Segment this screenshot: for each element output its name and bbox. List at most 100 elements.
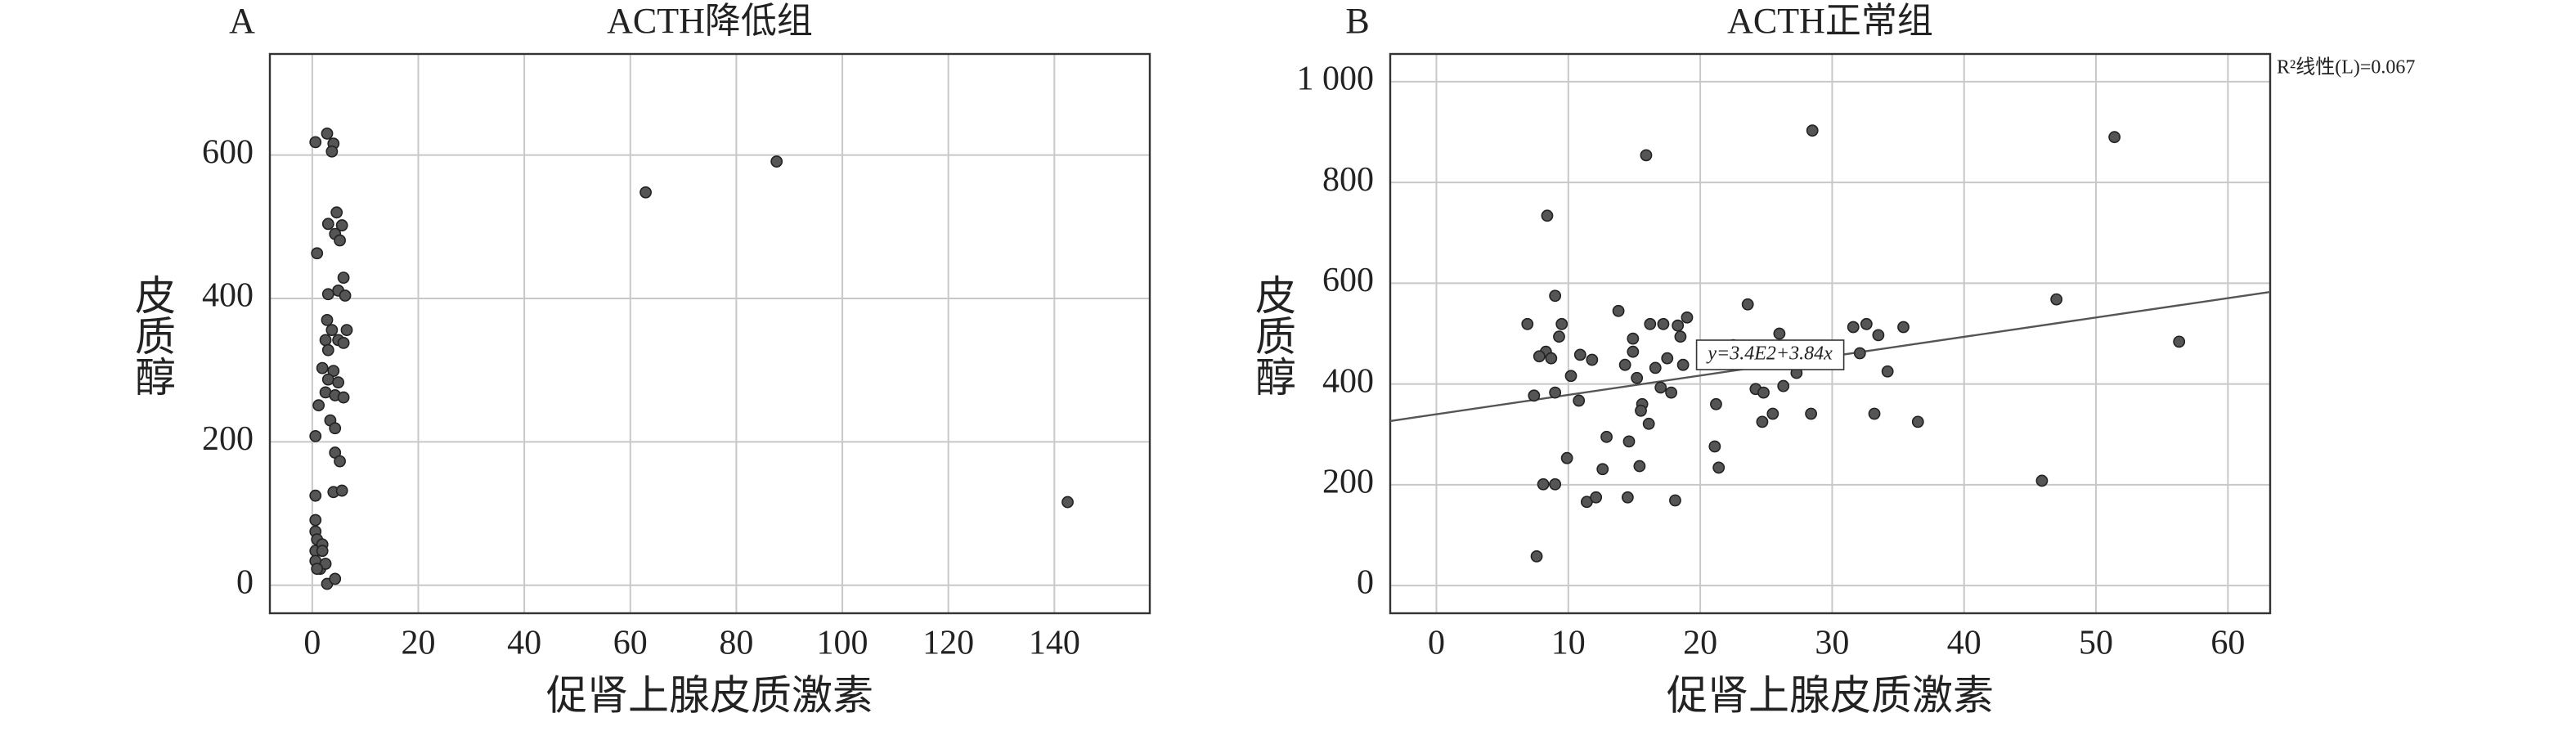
y-tick-label: 1 000 — [1297, 61, 1375, 98]
point — [1627, 345, 1640, 358]
y-axis-label: 皮质醇 — [1250, 274, 1295, 397]
point — [1741, 298, 1754, 311]
point — [1061, 496, 1074, 509]
point — [1674, 330, 1687, 343]
point — [1681, 311, 1694, 324]
point — [329, 422, 342, 435]
point — [2050, 293, 2063, 306]
point — [2108, 131, 2121, 144]
point — [312, 399, 325, 412]
point — [1533, 350, 1546, 363]
point — [1521, 317, 1534, 330]
point — [1657, 317, 1670, 330]
y-tick-label: 200 — [1322, 464, 1374, 501]
x-tick-label: 100 — [817, 625, 868, 662]
point — [1627, 332, 1640, 345]
point — [1881, 365, 1894, 378]
point — [2035, 474, 2049, 487]
point — [1649, 361, 1662, 374]
point — [1549, 289, 1562, 303]
point — [1672, 319, 1685, 332]
x-tick-label: 50 — [2079, 625, 2113, 662]
point — [1847, 321, 1860, 334]
x-tick-label: 30 — [1815, 625, 1849, 662]
y-tick-label: 0 — [236, 563, 254, 601]
chart-title: ACTH正常组 — [1727, 1, 1933, 41]
point — [1756, 415, 1769, 428]
point — [1600, 430, 1613, 443]
x-tick-label: 140 — [1029, 625, 1080, 662]
point — [321, 218, 334, 231]
panel-label: A — [229, 1, 255, 41]
y-tick-label: 0 — [1357, 564, 1374, 602]
point — [309, 430, 322, 442]
point — [335, 219, 348, 231]
point — [1644, 317, 1657, 330]
point — [340, 324, 353, 337]
point — [334, 234, 346, 247]
point — [311, 247, 324, 260]
point — [1708, 440, 1721, 453]
point — [335, 484, 348, 497]
point — [311, 563, 324, 576]
fit-label: y=3.4E2+3.84x — [1706, 343, 1833, 365]
point — [1545, 352, 1558, 365]
point — [337, 271, 350, 284]
point — [1555, 317, 1568, 330]
x-tick-label: 120 — [922, 625, 974, 662]
x-tick-label: 60 — [613, 625, 648, 662]
point — [309, 489, 322, 502]
x-tick-label: 0 — [1428, 625, 1445, 662]
point — [1530, 549, 1543, 563]
point — [1897, 321, 1910, 334]
point — [1590, 491, 1603, 504]
x-tick-label: 40 — [1947, 625, 1981, 662]
y-tick-label: 600 — [1322, 262, 1374, 299]
point — [1872, 329, 1885, 342]
point — [321, 373, 334, 386]
y-tick-label: 600 — [202, 133, 254, 171]
point — [1712, 461, 1726, 474]
point — [321, 288, 334, 301]
point — [309, 136, 322, 149]
point — [337, 391, 350, 404]
point — [1853, 347, 1866, 360]
point — [1805, 407, 1818, 420]
point — [1633, 460, 1646, 473]
point — [319, 334, 332, 347]
chart-title: ACTH降低组 — [607, 1, 813, 41]
x-tick-label: 40 — [507, 625, 541, 662]
point — [1710, 397, 1722, 410]
point — [325, 145, 339, 158]
point — [1757, 386, 1770, 399]
point — [1676, 358, 1690, 371]
panel-label: B — [1345, 1, 1369, 41]
point — [1586, 353, 1599, 366]
point — [1868, 407, 1881, 420]
point — [1528, 389, 1541, 402]
point — [1560, 451, 1573, 464]
x-tick-label: 20 — [1683, 625, 1717, 662]
y-axis-label: 皮质醇 — [129, 274, 175, 397]
x-axis-label: 促肾上腺皮质激素 — [1667, 672, 1994, 718]
point — [2173, 335, 2186, 348]
point — [770, 155, 783, 168]
x-tick-label: 60 — [2210, 625, 2245, 662]
point — [1573, 394, 1586, 407]
point — [1564, 370, 1577, 383]
x-tick-label: 0 — [303, 625, 321, 662]
point — [321, 127, 334, 140]
point — [334, 455, 346, 468]
plot-frame — [268, 52, 1151, 615]
plot-frame — [1389, 52, 2272, 615]
point — [1642, 417, 1655, 430]
y-tick-label: 400 — [202, 277, 254, 315]
point — [330, 206, 343, 219]
x-tick-label: 80 — [719, 625, 753, 662]
point — [1665, 386, 1678, 399]
point — [329, 572, 342, 585]
x-tick-label: 20 — [401, 625, 435, 662]
point — [1621, 491, 1634, 504]
point — [1537, 478, 1550, 491]
point — [1541, 209, 1554, 222]
